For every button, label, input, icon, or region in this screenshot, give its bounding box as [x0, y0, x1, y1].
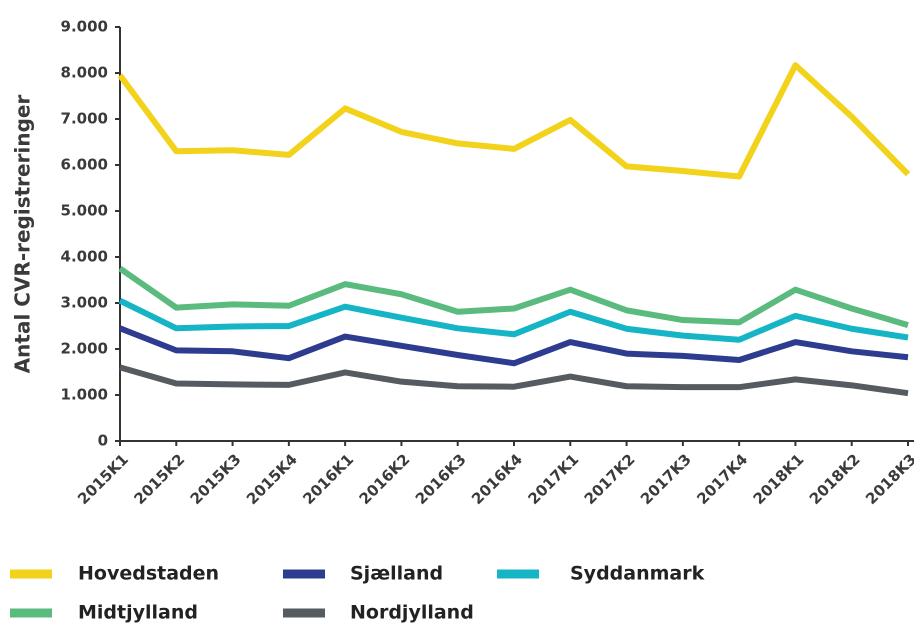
line	[117, 62, 911, 180]
line	[118, 266, 909, 328]
x-tick-label: 2016K4	[468, 450, 526, 508]
x-tick-label: 2016K3	[412, 450, 470, 508]
x-tick-label: 2018K2	[806, 450, 864, 508]
x-tick-label: 2017K4	[693, 450, 751, 508]
legend-label: Syddanmark	[570, 563, 705, 585]
y-tick-label: 7.000	[61, 110, 108, 128]
line	[119, 364, 909, 397]
y-tick-label: 6.000	[61, 156, 108, 174]
legend-label: Nordjylland	[350, 602, 474, 624]
x-tick-label: 2015K3	[187, 450, 245, 508]
y-axis-label: Antal CVR-registreringer	[11, 95, 35, 374]
y-tick-label: 3.000	[61, 294, 108, 312]
x-tick-label: 2017K2	[581, 450, 639, 508]
x-tick-label: 2015K1	[74, 450, 132, 508]
y-tick-label: 1.000	[61, 386, 108, 404]
line	[118, 298, 909, 343]
x-tick-label: 2016K1	[299, 450, 357, 508]
x-tick-label: 2018K3	[862, 450, 914, 508]
y-tick-label: 2.000	[61, 340, 108, 358]
legend-label: Hovedstaden	[78, 563, 219, 585]
line	[118, 325, 909, 367]
x-tick-label: 2017K3	[637, 450, 695, 508]
y-tick-label: 9.000	[61, 18, 108, 36]
y-tick-label: 4.000	[61, 248, 108, 266]
x-tick-label: 2016K2	[356, 450, 414, 508]
x-tick-label: 2015K2	[130, 450, 188, 508]
legend-label: Midtjylland	[78, 602, 198, 624]
y-tick-label: 8.000	[61, 64, 108, 82]
x-tick-label: 2017K1	[524, 450, 582, 508]
y-tick-label: 5.000	[61, 202, 108, 220]
y-tick-label: 0	[98, 432, 108, 450]
x-tick-label: 2018K1	[750, 450, 808, 508]
x-tick-label: 2015K4	[243, 450, 301, 508]
legend-label: Sjælland	[350, 563, 443, 585]
